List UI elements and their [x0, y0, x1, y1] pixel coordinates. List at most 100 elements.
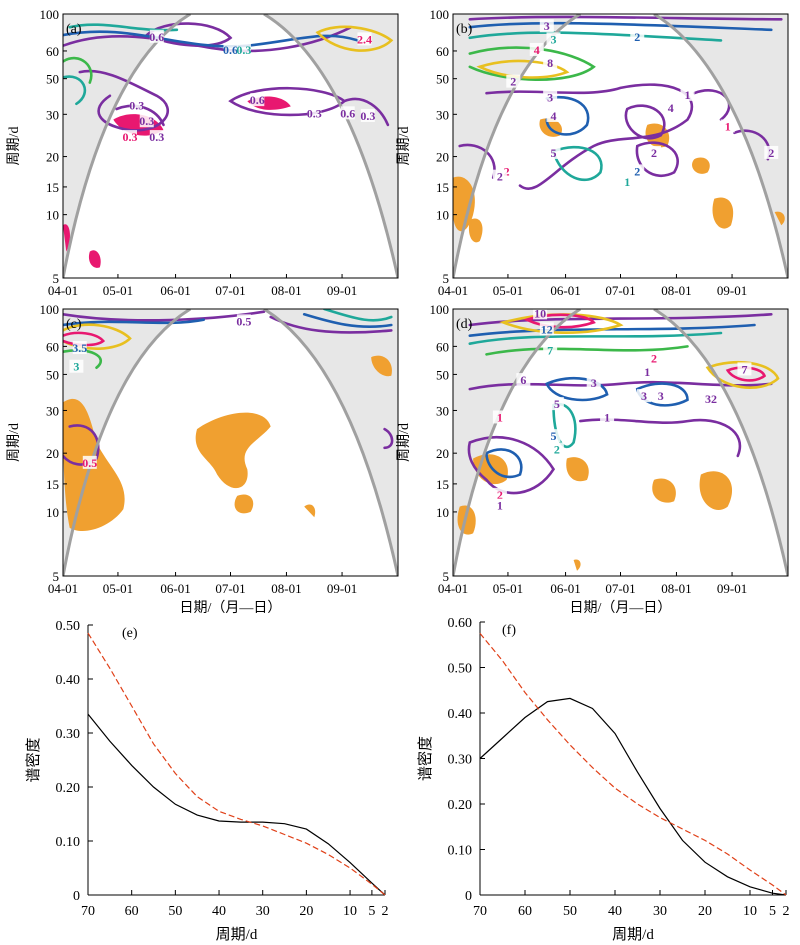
contour-label-bg	[492, 169, 507, 183]
x-tick-label: 06-01	[550, 283, 580, 298]
y-tick-label: 0.20	[56, 781, 81, 796]
power-contour	[63, 56, 93, 84]
contour-label: 3	[73, 360, 79, 374]
x-tick-label: 10	[743, 904, 757, 919]
contour-label: 2.4	[357, 32, 372, 46]
contour-label: 5	[551, 429, 557, 443]
x-tick-label: 20	[698, 904, 712, 919]
power-contour	[78, 69, 169, 132]
y-tick-label: 20	[436, 446, 449, 461]
contour-label: 1	[604, 410, 610, 424]
y-tick-label: 30	[436, 403, 449, 418]
y-tick-label: 0.50	[448, 662, 473, 677]
x-tick-label: 60	[125, 904, 139, 919]
x-tick-label: 07-01	[215, 283, 245, 298]
y-tick-label: 0.40	[448, 707, 473, 722]
power-contour	[545, 376, 609, 402]
power-contour	[323, 309, 393, 322]
x-tick-label: 40	[608, 904, 622, 919]
panel-label: (b)	[456, 22, 473, 37]
contour-label: 4	[534, 43, 540, 57]
y-tick-label: 50	[46, 72, 59, 87]
contour-label-bg	[516, 373, 531, 387]
x-tick-label: 70	[81, 904, 95, 919]
x-tick-label: 2	[783, 904, 790, 919]
wavelet-panels: 0.60.60.32.40.30.30.60.3 0.30.60.30.3(a)1…	[6, 7, 789, 616]
power-contour	[63, 25, 353, 53]
x-tick-label: 30	[653, 904, 667, 919]
contour-label-bg	[630, 164, 645, 178]
contour-label-bg	[647, 351, 661, 365]
x-tick-label: 09-01	[327, 581, 357, 596]
contour-label-bg	[720, 119, 735, 133]
contour-label: 5	[551, 146, 557, 160]
y-tick-label: 30	[436, 107, 449, 122]
x-tick-label: 50	[563, 904, 577, 919]
y-tick-label: 10	[436, 208, 449, 223]
x-tick-label: 08-01	[271, 581, 301, 596]
y-axis-label: 谱密度	[417, 736, 434, 781]
y-tick-label: 10	[46, 505, 59, 520]
x-tick-label: 05-01	[493, 283, 523, 298]
contour-label: 7	[547, 344, 553, 358]
contour-label: 3	[551, 32, 557, 46]
contour-label: 1	[685, 88, 691, 102]
x-axis-label: 周期/d	[612, 926, 654, 943]
contour-label-bg	[360, 108, 375, 122]
power-contour	[485, 345, 689, 356]
contour-label-bg	[307, 106, 322, 120]
y-tick-label: 0.10	[448, 844, 473, 859]
contour-label-bg	[533, 309, 548, 320]
y-tick-label: 0.40	[56, 673, 81, 688]
coi-hatch-left	[63, 309, 191, 576]
contour-label: 0.3	[129, 98, 144, 112]
contour-label-bg	[139, 114, 154, 128]
panel-label: (f)	[502, 623, 516, 638]
x-tick-label: 60	[518, 904, 532, 919]
dashed-series-line	[479, 633, 787, 896]
significance-region	[195, 412, 271, 489]
significance-region	[63, 224, 70, 252]
contour-label: 3	[544, 19, 550, 33]
contour-label: 1	[644, 365, 650, 379]
contour-label: 0.3	[149, 130, 164, 144]
contour-label-bg	[630, 29, 645, 43]
power-contour	[343, 97, 390, 127]
y-tick-label: 100	[40, 302, 60, 317]
y-tick-label: 30	[46, 403, 59, 418]
contour-label-bg	[680, 87, 695, 101]
contour-label: 2	[497, 170, 503, 184]
contour-label-bg	[543, 90, 558, 104]
contour-label-bg	[663, 101, 678, 115]
contour-label: 12	[541, 322, 553, 336]
power-contour	[635, 141, 679, 178]
y-tick-label: 60	[436, 339, 449, 354]
significance-region	[712, 197, 734, 229]
wavelet-panel-c: 0.5 3.5 3 0.5 (c) 100 60 50 30 20 15 10 504-01 05-01 0…	[6, 302, 399, 616]
y-tick-label: 0	[73, 889, 80, 904]
cone-of-influence	[63, 309, 398, 576]
contour-label: 2	[510, 75, 516, 89]
contour-label-bg	[737, 362, 752, 376]
x-tick-label: 10	[343, 904, 357, 919]
contour-label-bg	[492, 487, 507, 501]
y-axis-label: 周期/d	[6, 127, 22, 166]
power-contour	[383, 427, 394, 450]
y-tick-label: 50	[436, 367, 449, 382]
x-tick-label: 5	[368, 904, 375, 919]
spectrum-panel-e: 0.50 0.40 0.30 0.20 0.10 070 60 50 40 30 20 10 5 2 (e)…	[25, 619, 389, 943]
contour-label: 0.5	[236, 314, 251, 328]
wavelet-panel-b: 323482344511221222(b)100605030201510504-…	[396, 7, 789, 298]
contour-label-bg	[82, 455, 97, 469]
contour-label: 0.3	[123, 130, 138, 144]
contour-label: 6	[520, 373, 526, 387]
cone-of-influence	[453, 14, 788, 278]
x-tick-label: 09-01	[717, 581, 747, 596]
x-tick-label: 06-01	[160, 581, 190, 596]
contour-label-bg	[586, 375, 601, 389]
power-contour	[468, 15, 783, 21]
y-tick-label: 0.20	[448, 798, 473, 813]
y-tick-label: 50	[46, 367, 59, 382]
